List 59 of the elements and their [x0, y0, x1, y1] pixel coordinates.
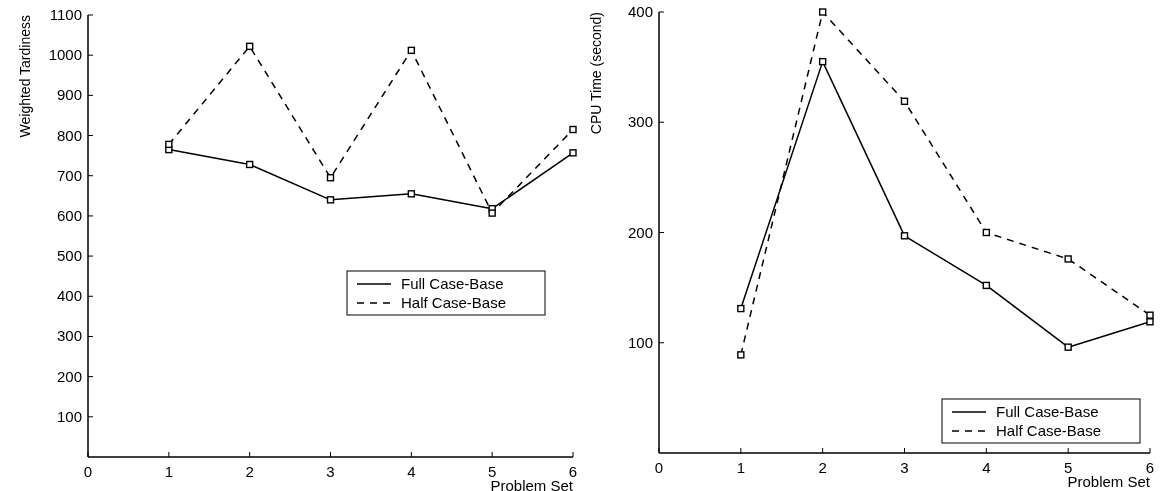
- y-tick-label: 300: [56, 327, 82, 345]
- legend-label: Full Case-Base: [401, 275, 504, 292]
- point: [407, 46, 416, 55]
- point: [326, 174, 335, 182]
- point: [245, 42, 254, 51]
- x-tick-label: 4: [982, 459, 991, 476]
- x-tick-label: 2: [818, 459, 827, 476]
- x-axis-title: Problem Set: [490, 477, 574, 491]
- y-axis-title: CPU Time (second): [588, 12, 604, 135]
- y-tick-label: 100: [627, 333, 653, 351]
- x-tick-label: 5: [1063, 459, 1073, 476]
- y-tick-label: 200: [56, 367, 82, 385]
- point: [737, 304, 745, 313]
- x-tick-label: 6: [1145, 459, 1155, 476]
- x-tick-label: 6: [568, 463, 578, 480]
- point: [982, 281, 991, 290]
- x-tick-label: 0: [654, 459, 664, 476]
- x-tick-label: 4: [407, 463, 416, 480]
- x-tick-label: 1: [164, 463, 174, 480]
- x-tick-label: 0: [83, 463, 93, 480]
- x-axis-title: Problem Set: [1067, 473, 1151, 490]
- y-tick-label: 200: [627, 223, 653, 241]
- point: [1146, 318, 1154, 326]
- point: [900, 97, 909, 105]
- legend-label: Half Case-Base: [401, 294, 507, 311]
- y-tick-label: 1000: [48, 46, 82, 64]
- x-tick-label: 2: [245, 463, 254, 480]
- legend-label: Full Case-Base: [996, 403, 1099, 420]
- point: [488, 209, 496, 217]
- y-tick-label: 900: [56, 86, 82, 104]
- point: [982, 228, 991, 237]
- y-tick-label: 400: [56, 287, 82, 305]
- y-tick-label: 700: [56, 166, 82, 184]
- x-tick-label: 3: [326, 463, 335, 480]
- legend-label: Half Case-Base: [996, 422, 1102, 439]
- point: [737, 351, 745, 359]
- point: [569, 125, 577, 134]
- point: [326, 196, 335, 204]
- y-tick-label: 100: [56, 407, 82, 425]
- point: [245, 160, 254, 169]
- y-tick-label: 800: [56, 126, 82, 144]
- point: [407, 190, 416, 198]
- point: [818, 57, 827, 66]
- point: [569, 149, 577, 157]
- y-tick-label: 1100: [49, 6, 82, 23]
- point: [818, 8, 827, 16]
- point: [165, 140, 173, 149]
- y-tick-label: 600: [56, 206, 82, 224]
- x-tick-label: 5: [487, 463, 497, 480]
- x-tick-label: 3: [900, 459, 909, 476]
- y-axis-title: Weighted Tardiness: [17, 15, 33, 138]
- point: [1064, 255, 1072, 263]
- y-tick-label: 300: [627, 113, 653, 131]
- x-tick-label: 1: [736, 459, 746, 476]
- point: [1146, 311, 1154, 319]
- point: [1064, 343, 1072, 351]
- point: [900, 232, 909, 240]
- y-tick-label: 400: [627, 3, 653, 20]
- y-tick-label: 500: [56, 247, 82, 265]
